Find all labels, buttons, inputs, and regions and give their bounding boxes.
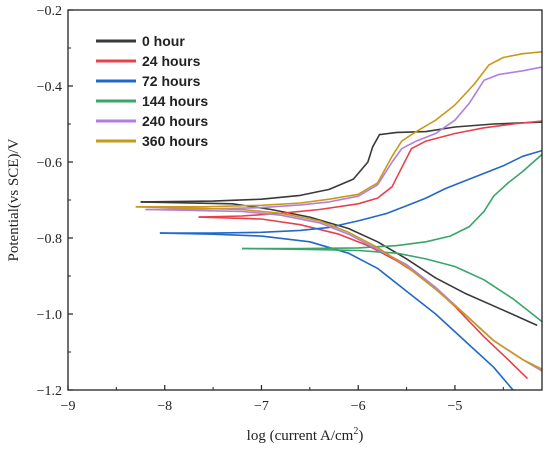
series-line-2-anodic (159, 149, 542, 234)
series-line-0-anodic (140, 121, 542, 203)
y-tick-label: −0.8 (37, 232, 62, 247)
y-tick-label: −1.2 (37, 384, 62, 399)
y-axis: −0.2 −0.4 −0.6 −0.8 −1.0 −1.2 (37, 4, 73, 399)
x-axis-label-sup: 2 (353, 426, 358, 437)
y-tick-label: −0.4 (37, 80, 62, 95)
series-line-3-anodic (242, 153, 542, 250)
series-line-0-cathodic (140, 201, 538, 327)
x-axis-label-main: log (current A/cm (247, 428, 354, 444)
series-line-4-anodic (145, 66, 542, 211)
x-axis-label: log (current A/cm2) (247, 426, 364, 444)
series-line-2-cathodic (159, 232, 514, 390)
plot-frame (67, 9, 543, 391)
series-line-5-anodic (135, 51, 542, 208)
y-tick-label: −0.2 (37, 4, 62, 19)
x-axis: −9 −8 −7 −6 −5 (61, 385, 504, 414)
series-line-5-cathodic (135, 206, 542, 370)
plot-lines (135, 51, 542, 390)
x-tick-label: −5 (447, 399, 462, 414)
legend-label: 240 hours (142, 113, 208, 129)
x-tick-label: −8 (157, 399, 172, 414)
series-line-1-anodic (198, 120, 542, 218)
legend-label: 360 hours (142, 133, 208, 149)
series-line-3-cathodic (242, 247, 542, 323)
y-tick-label: −1.0 (37, 308, 62, 323)
x-tick-label: −9 (61, 399, 76, 414)
y-axis-label: Potential(vs SCE)/V (6, 138, 22, 261)
legend-label: 72 hours (142, 73, 201, 89)
legend-label: 0 hour (142, 33, 185, 49)
x-axis-label-end: ) (358, 428, 363, 444)
legend-label: 24 hours (142, 53, 201, 69)
legend: 0 hour 24 hours 72 hours 144 hours 240 hours… (96, 33, 208, 149)
legend-label: 144 hours (142, 93, 208, 109)
x-tick-label: −7 (254, 399, 269, 414)
y-tick-label: −0.6 (37, 156, 62, 171)
x-tick-label: −6 (351, 399, 366, 414)
